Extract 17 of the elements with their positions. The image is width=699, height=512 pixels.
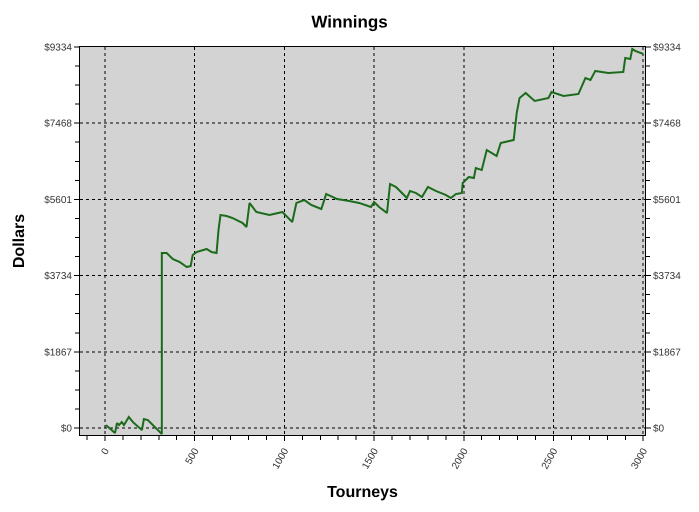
y2-tick-label: $1867: [653, 347, 682, 358]
y2-tick-label: $3734: [653, 271, 682, 282]
y2-tick-label: $0: [653, 424, 665, 435]
x-tick-label: 0: [100, 446, 112, 457]
y2-tick-label: $9334: [653, 42, 682, 54]
y-axis-title: Dollars: [11, 214, 28, 268]
y2-tick-label: $7468: [653, 118, 682, 130]
y-tick-label: $3734: [44, 271, 72, 282]
y-tick-label: $1867: [44, 347, 72, 358]
y-tick-label: $0: [60, 424, 72, 435]
chart-title: Winnings: [311, 12, 388, 32]
x-axis-title: Tourneys: [327, 484, 398, 501]
y-tick-label: $5601: [44, 194, 72, 206]
y-tick-label: $9334: [44, 42, 72, 54]
x-tick-label: 500: [184, 446, 202, 466]
y-tick-label: $7468: [44, 118, 72, 130]
y2-tick-label: $5601: [653, 194, 682, 206]
